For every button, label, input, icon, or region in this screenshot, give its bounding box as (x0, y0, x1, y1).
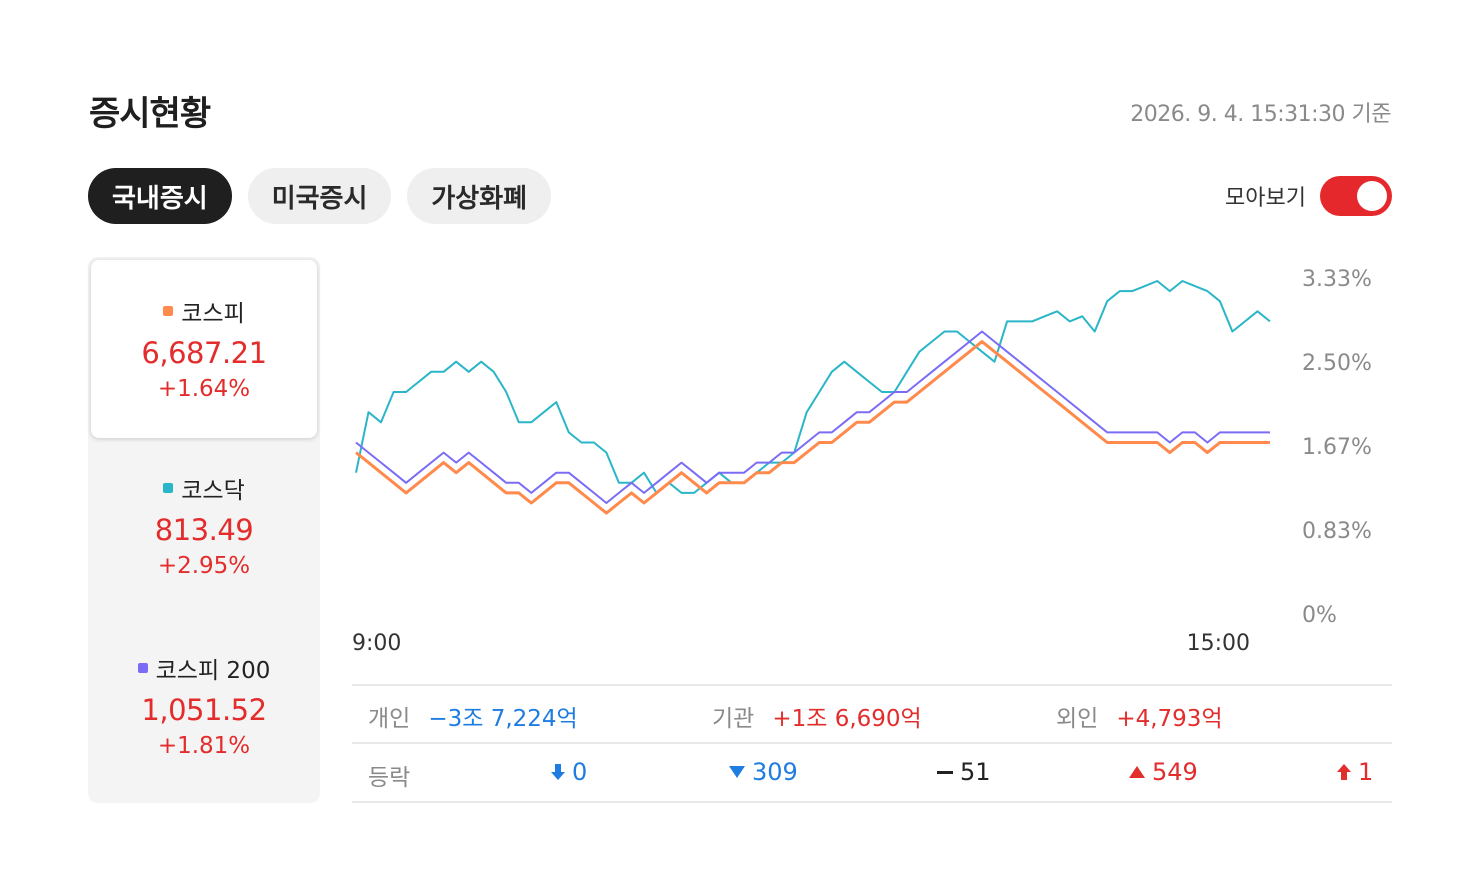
arrow-up-icon (1337, 764, 1351, 780)
dash-icon (937, 771, 953, 774)
index-name: 코스피 200 (155, 658, 271, 684)
view-all-toggle-group: 모아보기 (1225, 176, 1392, 216)
index-value: 6,687.21 (141, 336, 267, 370)
investor-value: +1조 6,690억 (772, 706, 922, 732)
investor-label: 기관 (712, 706, 755, 732)
divider (352, 684, 1392, 686)
index-name-row: 코스피 (91, 294, 317, 328)
investor-foreign: 외인 +4,793억 (1056, 699, 1223, 733)
series-color-dot (163, 306, 174, 316)
investor-value: −3조 7,224억 (428, 706, 578, 732)
investor-label: 외인 (1056, 706, 1099, 732)
page-title: 증시현황 (89, 94, 211, 134)
y-tick-label: 2.50% (1302, 351, 1372, 376)
index-value: 1,051.52 (141, 693, 267, 727)
upper-limit-count: 1 (1336, 758, 1373, 786)
investor-individual: 개인 −3조 7,224억 (368, 699, 578, 733)
timestamp: 2026. 9. 4. 15:31:30 기준 (1130, 102, 1391, 127)
triangle-up-icon (1129, 766, 1145, 778)
triangle-down-icon (729, 766, 745, 778)
y-tick-label: 1.67% (1302, 435, 1372, 460)
index-line-chart: 3.33% 2.50% 1.67% 0.83% 0% 9:00 15:00 (352, 267, 1372, 656)
investor-value: +4,793억 (1116, 706, 1223, 732)
x-tick-label: 9:00 (352, 631, 401, 656)
index-change: +1.81% (157, 733, 251, 759)
lower-limit-value: 0 (572, 758, 588, 786)
market-tabs: 국내증시 미국증시 가상화폐 (88, 168, 552, 224)
advance-count: 549 (1128, 758, 1198, 786)
lower-limit-count: 0 (550, 758, 587, 786)
index-change: +2.95% (157, 553, 251, 579)
investor-flow-row: 개인 −3조 7,224억 기관 +1조 6,690억 외인 +4,793억 (352, 686, 1392, 742)
index-card-kospi[interactable]: 코스피 6,687.21 +1.64% (91, 260, 317, 438)
y-tick-label: 0% (1302, 603, 1337, 628)
index-card-kospi200[interactable]: 코스피 200 1,051.52 +1.81% (88, 617, 320, 797)
decline-value: 309 (752, 758, 798, 786)
advance-decline-label: 등락 (368, 765, 411, 791)
y-tick-label: 0.83% (1302, 519, 1372, 544)
index-value: 813.49 (154, 513, 254, 547)
tab-us[interactable]: 미국증시 (247, 168, 392, 224)
index-name-row: 코스닥 (88, 471, 320, 505)
series-color-dot (163, 483, 174, 493)
divider (352, 801, 1392, 803)
advance-decline-row: 등락 0 309 51 549 1 (352, 744, 1392, 802)
x-tick-label: 15:00 (1187, 631, 1250, 656)
divider (352, 742, 1392, 744)
arrow-down-icon (551, 764, 565, 780)
index-card-kosdaq[interactable]: 코스닥 813.49 +2.95% (88, 437, 320, 617)
unchanged-value: 51 (960, 758, 991, 786)
toggle-knob (1357, 181, 1387, 211)
upper-limit-value: 1 (1358, 758, 1374, 786)
advance-decline-label-wrap: 등락 (368, 758, 410, 792)
series-line (355, 340, 1270, 515)
view-all-toggle[interactable] (1320, 176, 1392, 216)
index-list: 코스피 6,687.21 +1.64% 코스닥 813.49 +2.95% 코스… (88, 257, 320, 803)
series-color-dot (137, 663, 148, 673)
tab-crypto[interactable]: 가상화폐 (407, 168, 552, 224)
index-change: +1.64% (157, 376, 251, 402)
investor-institution: 기관 +1조 6,690억 (712, 699, 922, 733)
unchanged-count: 51 (936, 758, 991, 786)
toggle-label: 모아보기 (1225, 186, 1306, 211)
y-tick-label: 3.33% (1302, 267, 1372, 292)
investor-label: 개인 (368, 706, 411, 732)
series-line (355, 280, 1271, 494)
index-name: 코스닥 (181, 478, 245, 504)
advance-value: 549 (1152, 758, 1198, 786)
decline-count: 309 (728, 758, 798, 786)
series-line (355, 330, 1270, 504)
index-name: 코스피 (181, 301, 245, 327)
tab-domestic[interactable]: 국내증시 (88, 168, 232, 224)
index-name-row: 코스피 200 (88, 651, 320, 685)
